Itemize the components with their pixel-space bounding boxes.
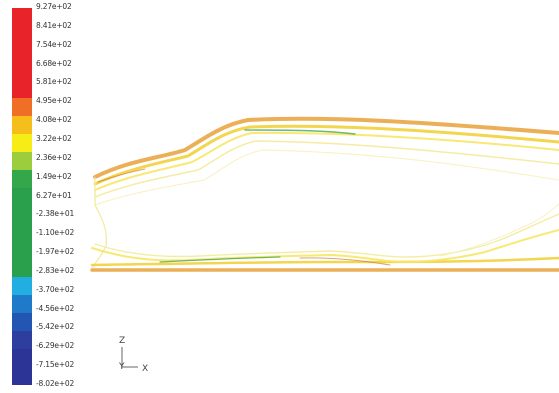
colorbar-tick-label: -8.02e+02 xyxy=(36,379,75,388)
colorbar-swatch xyxy=(12,43,32,62)
colorbar-tick-label: -3.70e+02 xyxy=(36,284,75,294)
axis-y-label: Y xyxy=(119,362,125,372)
vehicle-upper-contour xyxy=(93,116,559,206)
colorbar-swatch xyxy=(12,97,32,116)
colorbar-swatch xyxy=(12,8,32,26)
colorbar-tick-label: 1.49e+02 xyxy=(36,171,72,181)
colorbar-swatch xyxy=(12,151,32,170)
colorbar-swatch xyxy=(12,61,32,80)
colorbar-swatch xyxy=(12,295,32,314)
colorbar-tick-label: -6.29e+02 xyxy=(36,341,75,351)
colorbar-swatch xyxy=(12,223,32,242)
colorbar-swatch xyxy=(12,259,32,278)
colorbar-swatch xyxy=(12,133,32,152)
colorbar-swatch xyxy=(12,331,32,350)
colorbar-swatch xyxy=(12,277,32,296)
colorbar-tick-label: -2.38e+01 xyxy=(36,209,75,219)
vehicle-lower-contour xyxy=(90,203,559,272)
colorbar-tick-label: 7.54e+02 xyxy=(36,39,72,49)
colorbar-tick-label: 4.95e+02 xyxy=(36,96,72,106)
colorbar-swatch xyxy=(12,205,32,224)
colorbar-tick-label: -1.97e+02 xyxy=(36,247,75,257)
colorbar-swatch xyxy=(12,349,32,368)
colorbar xyxy=(12,8,32,386)
colorbar-tick-label: -2.83e+02 xyxy=(36,265,75,275)
colorbar-tick-label: -1.10e+02 xyxy=(36,228,75,238)
colorbar-swatch xyxy=(12,367,32,386)
colorbar-swatch xyxy=(12,187,32,206)
axis-triad-lines xyxy=(121,347,138,368)
colorbar-tick-label: 2.36e+02 xyxy=(36,152,72,162)
colorbar-labels: 9.27e+02 8.41e+02 7.54e+02 6.68e+02 5.81e+02… xyxy=(36,2,102,392)
colorbar-swatch xyxy=(12,115,32,134)
vehicle-front-wall xyxy=(91,177,107,269)
colorbar-tick-label: 4.08e+02 xyxy=(36,115,72,125)
colorbar-swatch xyxy=(12,313,32,332)
colorbar-swatch xyxy=(12,169,32,188)
colorbar-tick-label: 9.27e+02 xyxy=(36,2,72,11)
colorbar-swatch xyxy=(12,79,32,98)
axis-x-label: X xyxy=(142,364,149,374)
colorbar-swatch xyxy=(12,25,32,44)
colorbar-tick-label: 6.27e+01 xyxy=(36,190,72,200)
colorbar-tick-label: 3.22e+02 xyxy=(36,133,72,143)
colorbar-tick-label: 5.81e+02 xyxy=(36,77,72,87)
colorbar-tick-label: 6.68e+02 xyxy=(36,58,72,68)
colorbar-tick-label: -5.42e+02 xyxy=(36,322,75,332)
axis-z-label: Z xyxy=(119,336,126,346)
colorbar-tick-label: -7.15e+02 xyxy=(36,360,75,370)
axis-triad: Z Y X xyxy=(110,335,160,380)
colorbar-tick-label: -4.56e+02 xyxy=(36,303,75,313)
colorbar-tick-label: 8.41e+02 xyxy=(36,20,72,30)
colorbar-swatch xyxy=(12,241,32,260)
